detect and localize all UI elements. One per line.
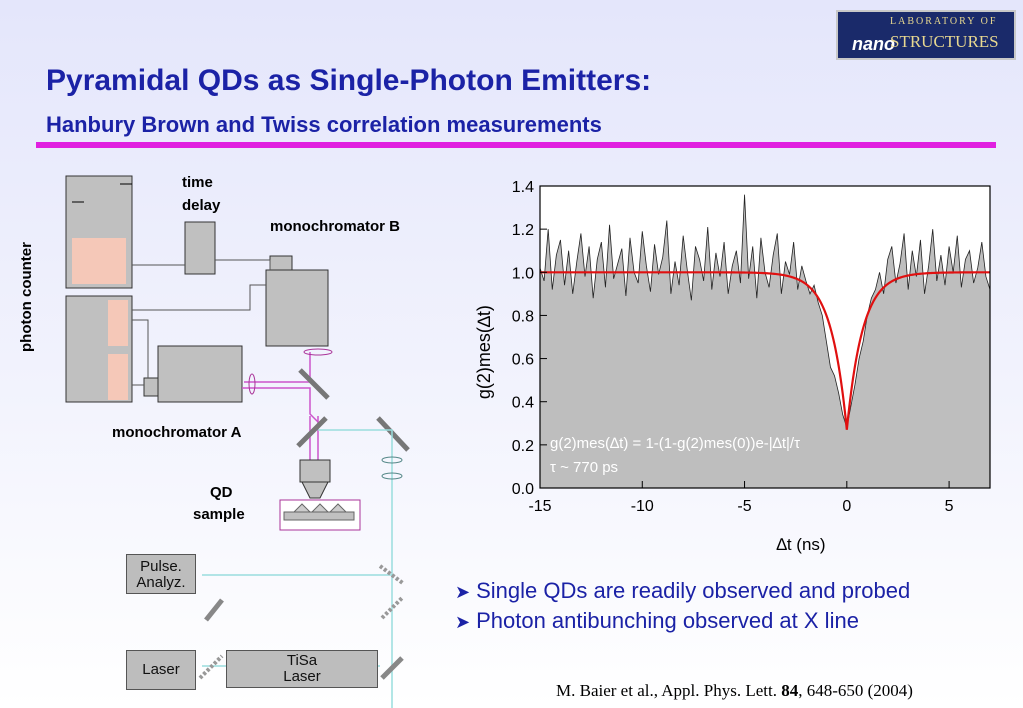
arrow-bullet-icon: ➤ [455,582,471,602]
mirror-4 [204,598,224,622]
x-tick-label: 0 [842,498,851,515]
x-axis-label: ∆t (ns) [776,535,825,554]
wire [132,319,149,378]
setup-lines [65,175,410,708]
plot-frame [539,185,991,489]
mirror-3 [376,416,410,452]
photon-counter-label: photon counter [18,242,35,352]
y-tick-label: 1.4 [512,179,534,196]
page-subtitle: Hanbury Brown and Twiss correlation meas… [46,112,602,137]
y-tick-label: 0.4 [512,395,534,412]
y-axis-label: g(2)mes(∆t) [474,305,494,399]
logo-nano-text: nano [852,34,895,54]
lens-c [381,456,403,464]
tisa-laser-box: TiSa Laser [226,650,378,688]
beam-path-b [242,387,321,425]
mirror-6 [380,656,404,680]
pyramid-1 [292,503,312,513]
pulse-analyzer-label-2: Analyz. [136,574,186,591]
pyramid-3 [328,503,348,513]
tisa-label-1: TiSa [286,652,318,669]
pulse-analyzer-box: Pulse. Analyz. [126,554,196,594]
citation-volume: 84 [781,681,799,700]
qd-label-1: QD [210,484,233,501]
lens-b [303,348,333,356]
lab-logo: LABORATORY OF nano STRUCTURES [836,10,1016,60]
wire [132,284,266,311]
time-delay-label-1: time [182,174,213,191]
tau-annotation: τ ~ 770 ps [550,459,618,476]
y-tick-label: 0.6 [512,352,534,369]
monochromator-b-box [265,269,329,347]
fit-formula-annotation: g(2)mes(∆t) = 1-(1-g(2)mes(0))e-|∆t|/τ [550,435,800,452]
pyramid-2 [310,503,330,513]
g2-correlation-chart: 0.0 0.2 0.4 0.6 0.8 1.0 1.2 1.4 -15 -10 -5 0 5 ∆t (ns… [474,179,991,554]
objective-top [299,459,331,483]
time-delay-label-2: delay [182,197,221,214]
laser-box: Laser [126,650,196,690]
bullet-text-1: Single QDs are readily observed and prob… [476,578,911,603]
x-tick-label: 5 [945,498,954,515]
x-tick-label: -5 [737,498,751,515]
monochromator-a-box [157,345,243,403]
x-tick-label: -15 [528,498,551,515]
fit-curve [540,271,990,430]
bullet-item-2: ➤ Photon antibunching observed at X line [455,608,910,634]
y-tick-label: 1.2 [512,222,534,239]
monochromator-a-label: monochromator A [112,424,242,441]
beam-splitter [378,564,406,586]
wire [215,259,271,270]
bullet-list: ➤ Single QDs are readily observed and pro… [455,578,910,638]
citation-pre: M. Baier et al., Appl. Phys. Lett. [556,681,782,700]
tisa-label-2: Laser [283,668,321,685]
y-tick-label: 0.8 [512,308,534,325]
citation-post: , 648-650 (2004) [798,681,913,700]
objective-lens [301,481,329,499]
title-divider [36,142,996,148]
logo-structures-text: STRUCTURES [890,32,999,51]
photon-counter-display-3 [108,354,128,400]
lens-a [248,373,256,395]
photon-counter-display-1 [72,238,126,284]
x-tick-label: -10 [631,498,654,515]
mono-b-port [269,255,293,271]
logo-top-text: LABORATORY OF [890,16,998,27]
qd-sample-substrate [283,511,355,521]
plot-area: 0.0 0.2 0.4 0.6 0.8 1.0 1.2 1.4 -15 -10 -5 0 5 ∆t (ns… [474,179,991,554]
lens-d [381,472,403,480]
y-tick-label: 1.0 [512,265,534,282]
bullet-item-1: ➤ Single QDs are readily observed and pro… [455,578,910,604]
bullet-text-2: Photon antibunching observed at X line [476,608,859,633]
y-tick-label: 0.2 [512,438,534,455]
qd-label-2: sample [193,506,245,523]
mirror-7 [198,654,224,680]
photon-counter-display-2 [108,300,128,346]
page-title: Pyramidal QDs as Single-Photon Emitters: [46,64,652,97]
arrow-bullet-icon: ➤ [455,612,471,632]
citation: M. Baier et al., Appl. Phys. Lett. 84, 6… [556,681,913,701]
pulse-analyzer-label-1: Pulse. [140,558,182,575]
monochromator-b-label: monochromator B [270,218,401,235]
time-delay-box [184,221,216,275]
laser-label: Laser [142,661,180,678]
mirror-2 [296,416,328,448]
mono-a-port [143,377,159,397]
y-tick-label: 0.0 [512,481,534,498]
mirror-1 [298,368,330,400]
